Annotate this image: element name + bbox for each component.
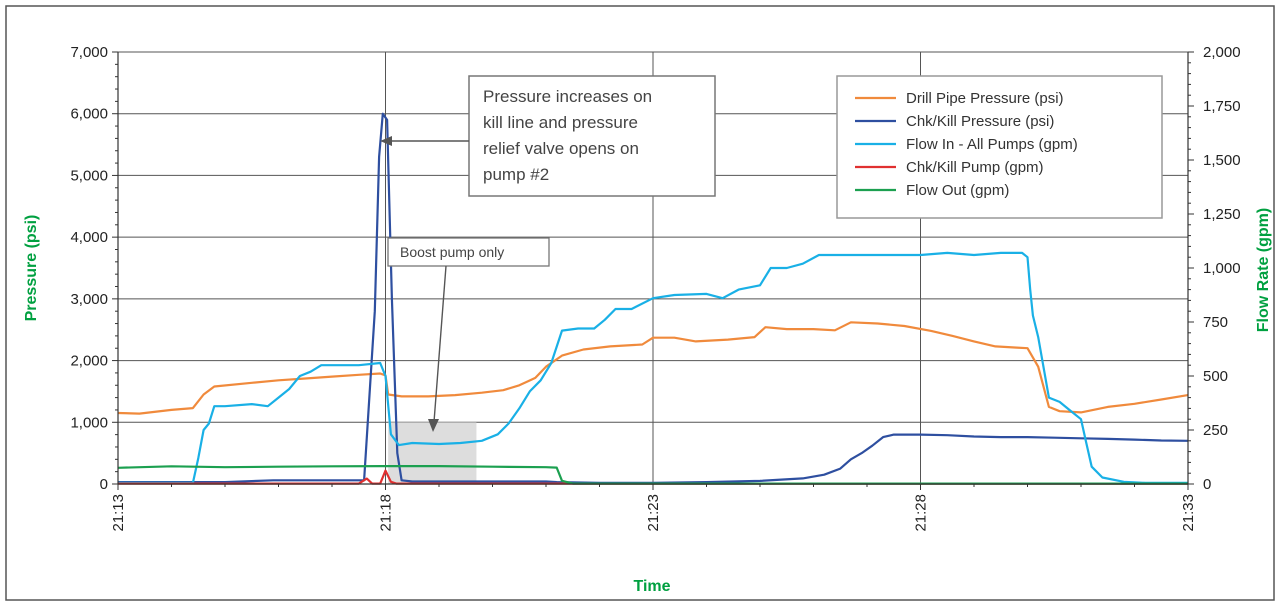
annotation-boost-pump-box bbox=[387, 237, 550, 267]
annotation-kill-line-line-1: Pressure increases on bbox=[483, 87, 652, 106]
x-axis-title: Time bbox=[633, 578, 670, 595]
y-right-tick-label: 250 bbox=[1203, 422, 1228, 439]
legend: Drill Pipe Pressure (psi) Chk/Kill Pressu… bbox=[836, 75, 1163, 219]
annotation-kill-line-line-2: kill line and pressure bbox=[483, 113, 638, 132]
y-right-tick-label: 1,500 bbox=[1203, 152, 1241, 169]
y-right-tick-label: 0 bbox=[1203, 476, 1211, 493]
y-axis-left-title: Pressure (psi) bbox=[23, 215, 40, 322]
annotation-boost-pump-arrowhead bbox=[428, 419, 439, 432]
y-left-tick-label: 5,000 bbox=[70, 167, 108, 184]
y-left-tick-label: 4,000 bbox=[70, 229, 108, 246]
x-tick-label: 21:13 bbox=[110, 494, 127, 532]
series-line-1 bbox=[118, 112, 1189, 484]
annotation-kill-line-line-4: pump #2 bbox=[483, 165, 549, 184]
legend-label-1: Chk/Kill Pressure (psi) bbox=[906, 113, 1054, 130]
y-right-tick-label: 1,250 bbox=[1203, 206, 1241, 223]
legend-box bbox=[836, 75, 1163, 219]
y-axis-right-title: Flow Rate (gpm) bbox=[1255, 208, 1272, 332]
annotation-boost-pump: Boost pump only bbox=[387, 237, 550, 432]
x-tick-label: 21:28 bbox=[913, 494, 930, 532]
y-right-tick-label: 1,000 bbox=[1203, 260, 1241, 277]
x-tick-label: 21:23 bbox=[645, 494, 662, 532]
y-right-tick-label: 750 bbox=[1203, 314, 1228, 331]
x-tick-label: 21:33 bbox=[1180, 494, 1197, 532]
annotation-kill-line-line-3: relief valve opens on bbox=[483, 139, 639, 158]
axes bbox=[112, 51, 1194, 490]
legend-label-3: Chk/Kill Pump (gpm) bbox=[906, 159, 1044, 176]
series-line-4 bbox=[117, 465, 1188, 485]
y-left-tick-label: 2,000 bbox=[70, 353, 108, 370]
annotation-kill-line-arrowhead bbox=[380, 136, 392, 146]
annotation-boost-pump-arrow bbox=[433, 265, 447, 423]
legend-label-4: Flow Out (gpm) bbox=[906, 182, 1009, 199]
boost-pump-shaded-region bbox=[388, 422, 477, 484]
y-left-tick-label: 7,000 bbox=[70, 44, 108, 61]
y-right-tick-label: 1,750 bbox=[1203, 98, 1241, 115]
series-line-0 bbox=[117, 321, 1189, 415]
annotation-kill-line-box bbox=[468, 75, 716, 197]
y-left-tick-label: 1,000 bbox=[70, 414, 108, 431]
y-left-tick-label: 3,000 bbox=[70, 291, 108, 308]
y-right-tick-label: 500 bbox=[1203, 368, 1228, 385]
y-right-tick-label: 2,000 bbox=[1203, 44, 1241, 61]
y-left-tick-label: 0 bbox=[100, 476, 108, 493]
tick-labels: 0 1,000 2,000 3,000 4,000 5,000 6,000 7,000 0 250… bbox=[70, 44, 1240, 532]
annotation-kill-line: Pressure increases on kill line and pres… bbox=[380, 75, 716, 197]
series-line-2 bbox=[118, 251, 1188, 484]
y-left-tick-label: 6,000 bbox=[70, 106, 108, 123]
legend-label-2: Flow In - All Pumps (gpm) bbox=[906, 136, 1078, 153]
annotation-boost-pump-text: Boost pump only bbox=[400, 244, 504, 260]
legend-label-0: Drill Pipe Pressure (psi) bbox=[906, 90, 1064, 107]
x-tick-label: 21:18 bbox=[378, 494, 395, 532]
